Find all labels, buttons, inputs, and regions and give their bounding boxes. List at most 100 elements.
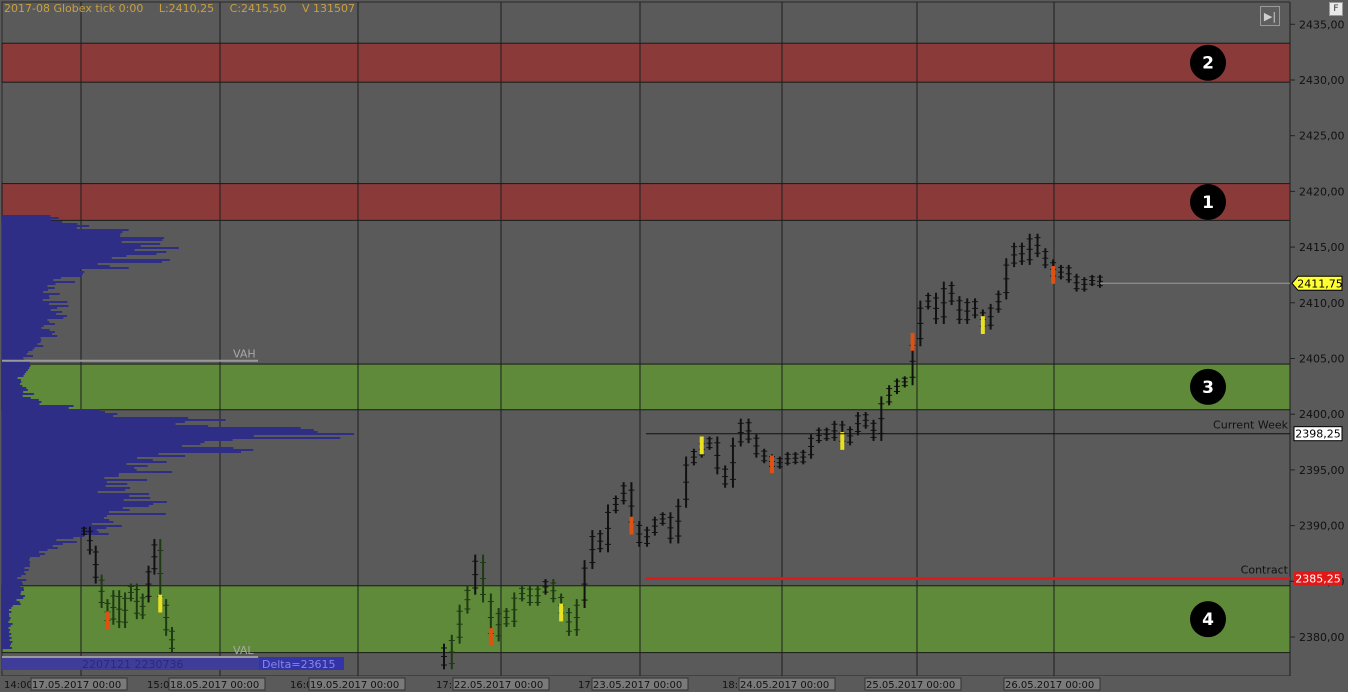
level-label-vah: VAH (233, 348, 256, 361)
x-date-box-3 (168, 677, 266, 691)
profile-bar (2, 515, 107, 517)
profile-bar (2, 511, 109, 513)
profile-bar (2, 245, 141, 247)
profile-bar (2, 315, 67, 317)
profile-bar (2, 333, 53, 335)
profile-bar (2, 397, 31, 399)
profile-bar (2, 379, 21, 381)
profile-bar (2, 345, 44, 347)
volume-highlight (699, 436, 704, 455)
profile-bar (2, 279, 54, 281)
profile-bar (2, 429, 314, 431)
zone-marker-2 (1190, 44, 1226, 81)
profile-bar (2, 637, 12, 639)
x-date-box-5 (308, 677, 406, 691)
profile-bar (2, 577, 18, 579)
profile-bar (2, 435, 254, 437)
profile-bar (2, 361, 30, 363)
profile-bar (2, 559, 30, 561)
chart-header: 2017-08 Globex tick 0:00 L:2410,25 C:241… (4, 2, 367, 15)
profile-bar (2, 641, 13, 643)
profile-bar (2, 591, 22, 593)
profile-bar (2, 573, 26, 575)
profile-bar (2, 273, 83, 275)
x-date-box-11 (738, 677, 836, 691)
profile-bar (2, 521, 114, 523)
profile-bar (2, 259, 170, 261)
profile-bar (2, 629, 11, 631)
profile-bar (2, 325, 44, 327)
x-date-box-9 (591, 677, 689, 691)
profile-bar (2, 303, 49, 305)
profile-bar (2, 353, 27, 355)
profile-bar (2, 551, 40, 553)
profile-bar (2, 377, 18, 379)
profile-bar (2, 531, 99, 533)
volume-highlight (488, 628, 493, 646)
zone-2 (1, 42, 1291, 83)
profile-bar (2, 505, 149, 507)
profile-delta-text: Delta=23615 (262, 658, 336, 671)
profile-bar (2, 235, 121, 237)
x-date-box-13 (1003, 677, 1101, 691)
profile-bar (2, 431, 318, 433)
profile-bar (2, 319, 48, 321)
profile-bar (2, 425, 209, 427)
profile-bar (2, 543, 63, 545)
profile-bar (2, 231, 123, 233)
plot-area (1, 1, 1291, 677)
profile-bar (2, 421, 185, 423)
profile-bar (2, 557, 30, 559)
profile-bar (2, 371, 27, 373)
profile-bar (2, 229, 129, 231)
x-date-box-12 (864, 677, 962, 691)
profile-bar (2, 643, 11, 645)
profile-bar (2, 351, 29, 353)
profile-bar (2, 481, 107, 483)
profile-bar (2, 225, 90, 227)
profile-bar (2, 363, 30, 365)
profile-bar (2, 433, 355, 435)
profile-bar (2, 215, 51, 217)
profile-bar (2, 265, 110, 267)
profile-bar (2, 251, 167, 253)
scroll-to-end-button[interactable]: ▶| (1260, 6, 1280, 26)
zone-marker-3 (1190, 368, 1226, 405)
profile-bar (2, 565, 30, 567)
profile-bar (2, 317, 64, 319)
profile-bar (2, 369, 28, 371)
profile-bar (2, 485, 106, 487)
profile-bar (2, 529, 97, 531)
profile-bar (2, 373, 25, 375)
profile-bar (2, 445, 182, 447)
price-tag-contract-text: 2385,25 (1295, 573, 1341, 586)
profile-bar (2, 261, 162, 263)
volume-highlight (910, 332, 915, 351)
profile-bar (2, 473, 119, 475)
f-button[interactable]: F (1329, 2, 1343, 16)
profile-bar (2, 255, 127, 257)
profile-bar (2, 589, 24, 591)
profile-bar (2, 545, 53, 547)
profile-bar (2, 581, 22, 583)
volume-profile (2, 215, 355, 649)
profile-bar (2, 413, 118, 415)
x-tick-label-9: 23.05.2017 00:00 (593, 680, 682, 691)
profile-bar (2, 407, 69, 409)
profile-bar (2, 277, 61, 279)
volume-highlight (980, 316, 985, 334)
profile-bar (2, 647, 13, 649)
profile-bar (2, 367, 30, 369)
profile-bar (2, 227, 77, 229)
profile-bar (2, 295, 49, 297)
price-tag-current-week-text: 2398,25 (1295, 428, 1341, 441)
profile-bar (2, 365, 31, 367)
zone-marker-label-1: 1 (1202, 193, 1214, 213)
profile-bar (2, 465, 148, 467)
profile-bar (2, 269, 81, 271)
profile-bar (2, 461, 167, 463)
profile-bar (2, 593, 21, 595)
y-tick-label-5: 2405,00 (1299, 352, 1345, 365)
profile-bar (2, 313, 57, 315)
